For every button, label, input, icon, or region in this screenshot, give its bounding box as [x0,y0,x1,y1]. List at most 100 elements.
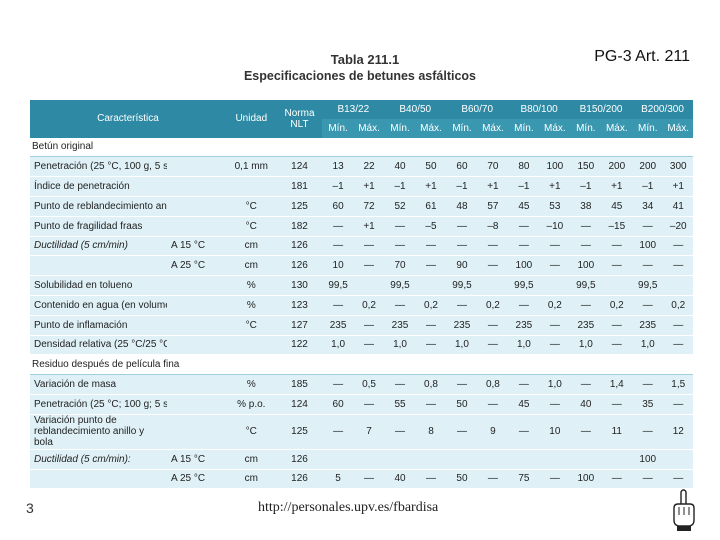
condition-cell [167,414,226,450]
value-cell: — [384,236,416,257]
value-cell: +1 [539,176,571,197]
unit-cell: cm [225,469,277,490]
value-cell: — [353,394,385,415]
value-cell: 55 [384,394,416,415]
value-cell: 13 [322,156,354,178]
value-cell: 1,5 [663,374,693,395]
value-cell: 0,2 [477,295,509,316]
value-cell: 1,4 [601,374,633,395]
header-min: Mín. [508,118,540,138]
value-cell: — [322,236,354,257]
value-cell: –1 [446,176,478,197]
table-title: Tabla 211.1 Especificaciones de betunes … [0,52,720,83]
norma-cell: 125 [276,414,323,450]
unit-cell: °C [225,196,277,217]
value-cell: 8 [415,414,447,450]
condition-cell [167,216,226,237]
value-cell: — [508,374,540,395]
value-cell: 12 [663,414,693,450]
value-cell: — [539,335,571,356]
value-cell: –1 [570,176,602,197]
value-cell [477,275,509,296]
value-cell [322,449,354,470]
value-cell: — [632,469,664,490]
table-row: Densidad relativa (25 °C/25 °C)* 122 1,0—1… [30,335,693,356]
value-cell: 60 [322,394,354,415]
characteristic-cell: Contenido en agua (en volumen) [30,295,168,316]
value-cell: — [446,295,478,316]
value-cell: — [601,335,633,356]
table-row: A 25 °C cm 126 5—40—50—75—100— — — [30,469,693,490]
value-cell: — [508,295,540,316]
value-cell: 99,5 [508,275,540,296]
value-cell: 100 [570,255,602,277]
unit-cell [225,176,277,197]
value-cell: 70 [477,156,509,178]
value-cell: — [663,335,693,356]
header-grade: B60/70 [446,100,509,119]
value-cell: 99,5 [322,275,354,296]
norma-cell: 122 [276,335,323,356]
value-cell: — [353,255,385,277]
value-cell: 50 [415,156,447,178]
value-cell: — [384,374,416,395]
value-cell [539,449,571,470]
header-grade: B13/22 [322,100,385,119]
table-row: Variación de masa% 185—0,5—0,8—0,8—1,0—1,… [30,374,693,395]
value-cell: — [632,414,664,450]
value-cell: — [322,295,354,316]
value-cell: — [601,469,633,490]
table-row: Índice de penetración 181 –1 +1 –1 +1 –1 +1 –1 +1… [30,176,693,197]
norma-cell: 181 [276,176,323,197]
condition-cell [167,374,226,395]
value-cell: 1,0 [446,335,478,356]
value-cell: 45 [508,394,540,415]
header-max: Máx. [477,118,509,138]
value-cell: 100 [632,236,664,257]
value-cell: 0,2 [663,295,693,316]
value-cell: 7 [353,414,385,450]
characteristic-cell [30,255,168,277]
value-cell: +1 [663,176,693,197]
value-cell: 61 [415,196,447,217]
pointing-hand-icon [673,489,695,531]
value-cell: — [508,216,540,237]
norma-cell: 124 [276,156,323,178]
value-cell: — [384,295,416,316]
characteristic-cell: Punto de inflamación [30,315,168,336]
value-cell: — [632,255,664,277]
value-cell: — [353,236,385,257]
value-cell: –1 [322,176,354,197]
value-cell: — [663,469,693,490]
value-cell: 235 [446,315,478,336]
value-cell: — [663,394,693,415]
condition-cell [167,176,226,197]
header-min: Mín. [384,118,416,138]
unit-cell: % [225,374,277,395]
value-cell: — [384,414,416,450]
characteristic-cell: Solubilidad en tolueno [30,275,168,296]
value-cell: — [322,216,354,237]
value-cell: 1,0 [570,335,602,356]
value-cell: 99,5 [446,275,478,296]
value-cell: — [477,335,509,356]
value-cell: 40 [384,156,416,178]
value-cell: +1 [353,176,385,197]
value-cell: — [415,469,447,490]
value-cell: 200 [632,156,664,178]
value-cell: — [477,315,509,336]
value-cell: — [570,216,602,237]
value-cell: — [415,255,447,277]
value-cell: 1,0 [632,335,664,356]
norma-cell: 123 [276,295,323,316]
unit-cell: °C [225,315,277,336]
value-cell: — [663,315,693,336]
value-cell: — [539,236,571,257]
source-url[interactable]: http://personales.upv.es/fbardisa [258,500,439,515]
section-residuo: Residuo después de película fina [30,354,693,376]
table-number: Tabla 211.1 [330,52,400,67]
unit-cell [225,335,277,356]
value-cell: –1 [508,176,540,197]
value-cell: 57 [477,196,509,217]
value-cell: 200 [601,156,633,178]
